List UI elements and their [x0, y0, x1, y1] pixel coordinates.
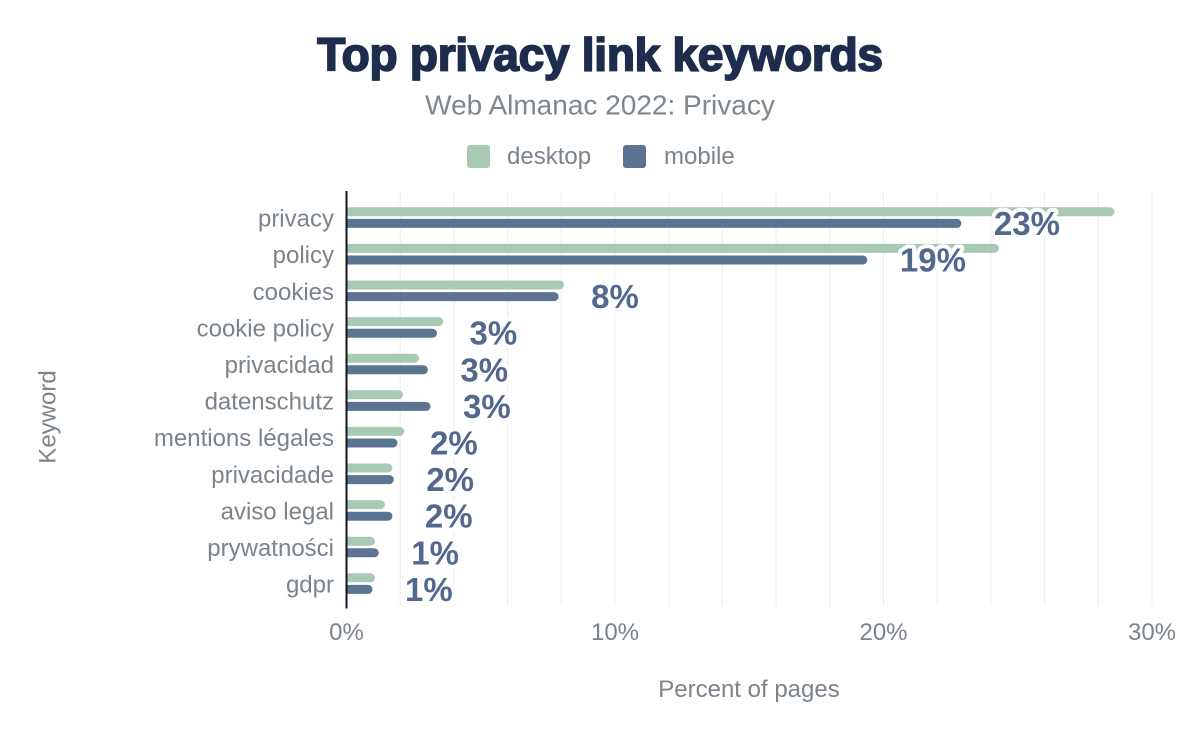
svg-text:privacidad: privacidad: [225, 352, 334, 379]
svg-text:Top privacy link keywords: Top privacy link keywords: [317, 29, 883, 81]
svg-text:3%: 3%: [463, 388, 511, 425]
svg-text:30%: 30%: [1128, 619, 1176, 646]
svg-text:19%: 19%: [900, 242, 966, 279]
svg-text:20%: 20%: [859, 619, 907, 646]
svg-text:privacy: privacy: [258, 206, 334, 233]
svg-text:Keyword: Keyword: [35, 370, 62, 463]
svg-text:policy: policy: [273, 242, 334, 269]
svg-text:desktop: desktop: [507, 143, 591, 170]
svg-text:cookie policy: cookie policy: [197, 315, 334, 342]
svg-text:2%: 2%: [426, 461, 474, 498]
svg-text:2%: 2%: [425, 498, 473, 535]
svg-text:prywatności: prywatności: [207, 535, 334, 562]
svg-text:Percent of pages: Percent of pages: [658, 676, 839, 703]
svg-text:23%: 23%: [994, 205, 1060, 242]
svg-text:gdpr: gdpr: [286, 572, 334, 599]
svg-text:datenschutz: datenschutz: [205, 389, 334, 416]
svg-text:8%: 8%: [591, 278, 639, 315]
svg-text:aviso legal: aviso legal: [221, 498, 334, 525]
svg-text:1%: 1%: [405, 571, 453, 608]
svg-text:0%: 0%: [329, 619, 364, 646]
svg-text:privacidade: privacidade: [211, 462, 334, 489]
svg-text:cookies: cookies: [253, 279, 334, 306]
svg-text:3%: 3%: [469, 315, 517, 352]
svg-text:Web Almanac 2022: Privacy: Web Almanac 2022: Privacy: [425, 90, 775, 121]
svg-text:3%: 3%: [460, 351, 508, 388]
svg-text:1%: 1%: [411, 534, 459, 571]
svg-text:mobile: mobile: [664, 143, 735, 170]
svg-text:10%: 10%: [591, 619, 639, 646]
svg-text:2%: 2%: [430, 425, 478, 462]
svg-text:mentions légales: mentions légales: [154, 425, 334, 452]
